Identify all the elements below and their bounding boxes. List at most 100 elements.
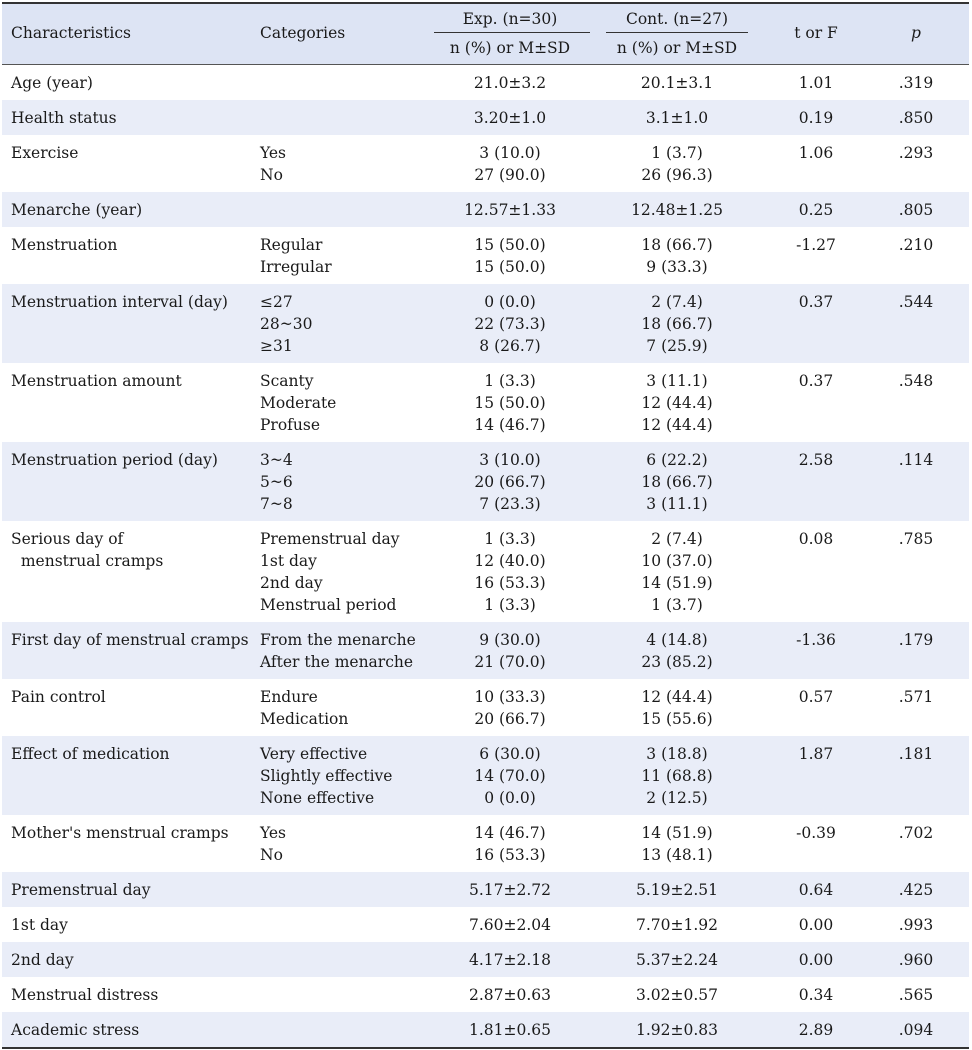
table-row: Menstruation interval (day) ≤27 28~30 ≥31… [2,284,969,363]
cell-t-or-f: 0.64 [798,881,834,899]
cell-exp-value: 1 (3.3) 15 (50.0) 14 (46.7) [474,372,546,434]
cell-characteristic: Academic stress [11,1021,140,1039]
cell-p-value: .548 [898,372,934,390]
cell-p-value: .425 [898,881,934,899]
cell-p-value: .094 [898,1021,934,1039]
cell-t-or-f: -1.27 [796,236,836,254]
cell-exp-value: 1.81±0.65 [468,1021,551,1039]
table-row: Exercise Yes No 3 (10.0) 27 (90.0) 1 (3.7) … [2,135,969,192]
cell-t-or-f: -1.36 [796,631,836,649]
cell-exp-value: 3.20±1.0 [473,109,547,127]
cell-exp-value: 3 (10.0) 27 (90.0) [474,144,546,184]
header-categories: Categories [260,24,346,42]
cell-t-or-f: 0.57 [798,688,834,706]
cell-characteristic: First day of menstrual cramps [11,631,249,649]
cell-p-value: .114 [898,451,934,469]
cell-characteristic: Mother's menstrual cramps [11,824,229,842]
header-characteristics: Characteristics [11,24,131,42]
cell-t-or-f: 0.19 [798,109,834,127]
cell-exp-value: 1 (3.3) 12 (40.0) 16 (53.3) 1 (3.3) [474,530,546,614]
table-row: Age (year) 21.0±3.2 20.1±3.1 1.01 .319 [2,65,969,100]
cell-characteristic: 2nd day [11,951,74,969]
cell-category: Yes No [260,824,287,864]
cell-characteristic: Effect of medication [11,745,170,763]
cell-exp-value: 7.60±2.04 [468,916,551,934]
cell-exp-value: 0 (0.0) 22 (73.3) 8 (26.7) [474,293,546,355]
cell-category: Yes No [260,144,287,184]
cell-exp-value: 9 (30.0) 21 (70.0) [474,631,546,671]
table-row: Menstruation amount Scanty Moderate Profu… [2,363,969,442]
cell-t-or-f: 0.37 [798,293,834,311]
cell-t-or-f: -0.39 [796,824,836,842]
header-p-value: p [911,24,921,42]
table-row: Menstrual distress 2.87±0.63 3.02±0.57 0.34… [2,977,969,1012]
header-exp-rule [434,32,590,33]
cell-p-value: .850 [898,109,934,127]
cell-category: Scanty Moderate Profuse [260,372,337,434]
cell-characteristic: Menarche (year) [11,201,143,219]
table-row: Serious day of menstrual cramps Premenstr… [2,521,969,622]
cell-p-value: .785 [898,530,934,548]
table-header: Characteristics Categories Exp. (n=30) C… [2,4,969,65]
cell-cont-value: 14 (51.9) 13 (48.1) [641,824,713,864]
table-row: Pain control Endure Medication 10 (33.3) 2… [2,679,969,736]
cell-characteristic: Serious day of menstrual cramps [11,530,164,570]
cell-characteristic: Menstruation amount [11,372,182,390]
cell-t-or-f: 2.89 [798,1021,834,1039]
cell-characteristic: 1st day [11,916,68,934]
table-row: 2nd day 4.17±2.18 5.37±2.24 0.00 .960 [2,942,969,977]
cell-t-or-f: 2.58 [798,451,834,469]
table-row: Mother's menstrual cramps Yes No 14 (46.7)… [2,815,969,872]
cell-p-value: .960 [898,951,934,969]
header-exp-subheading: n (%) or M±SD [449,39,571,57]
cell-p-value: .293 [898,144,934,162]
header-exp-group: Exp. (n=30) [462,10,558,28]
cell-p-value: .544 [898,293,934,311]
header-t-or-f: t or F [794,24,838,42]
cell-cont-value: 3.02±0.57 [635,986,718,1004]
cell-characteristic: Menstruation [11,236,118,254]
table-row: First day of menstrual cramps From the me… [2,622,969,679]
cell-p-value: .210 [898,236,934,254]
cell-exp-value: 5.17±2.72 [468,881,551,899]
cell-category: Very effective Slightly effective None e… [260,745,393,807]
cell-t-or-f: 0.08 [798,530,834,548]
cell-exp-value: 3 (10.0) 20 (66.7) 7 (23.3) [474,451,546,513]
table-row: Menstruation period (day) 3~4 5~6 7~8 3 (1… [2,442,969,521]
cell-cont-value: 18 (66.7) 9 (33.3) [641,236,713,276]
cell-cont-value: 4 (14.8) 23 (85.2) [641,631,713,671]
cell-cont-value: 3.1±1.0 [645,109,709,127]
cell-p-value: .805 [898,201,934,219]
cell-characteristic: Menstruation interval (day) [11,293,228,311]
cell-cont-value: 5.37±2.24 [635,951,718,969]
cell-category: 3~4 5~6 7~8 [260,451,293,513]
header-cont-subheading: n (%) or M±SD [616,39,738,57]
cell-p-value: .571 [898,688,934,706]
cell-exp-value: 12.57±1.33 [464,201,556,219]
cell-characteristic: Age (year) [11,74,93,92]
cell-cont-value: 6 (22.2) 18 (66.7) 3 (11.1) [641,451,713,513]
cell-category: Endure Medication [260,688,349,728]
cell-characteristic: Health status [11,109,117,127]
cell-exp-value: 15 (50.0) 15 (50.0) [474,236,546,276]
cell-cont-value: 5.19±2.51 [635,881,718,899]
cell-t-or-f: 1.06 [798,144,834,162]
cell-cont-value: 12.48±1.25 [631,201,723,219]
cell-cont-value: 2 (7.4) 18 (66.7) 7 (25.9) [641,293,713,355]
table-row: Menstruation Regular Irregular 15 (50.0) 1… [2,227,969,284]
cell-p-value: .179 [898,631,934,649]
cell-exp-value: 6 (30.0) 14 (70.0) 0 (0.0) [474,745,546,807]
cell-exp-value: 10 (33.3) 20 (66.7) [474,688,546,728]
table-row: Effect of medication Very effective Sligh… [2,736,969,815]
cell-t-or-f: 0.00 [798,951,834,969]
cell-exp-value: 2.87±0.63 [468,986,551,1004]
cell-exp-value: 14 (46.7) 16 (53.3) [474,824,546,864]
cell-p-value: .993 [898,916,934,934]
cell-cont-value: 12 (44.4) 15 (55.6) [641,688,713,728]
table-row: Academic stress 1.81±0.65 1.92±0.83 2.89 .09… [2,1012,969,1047]
cell-p-value: .181 [898,745,934,763]
cell-characteristic: Menstruation period (day) [11,451,218,469]
cell-p-value: .319 [898,74,934,92]
cell-category: From the menarche After the menarche [260,631,416,671]
cell-category: Premenstrual day 1st day 2nd day Menstru… [260,530,400,614]
